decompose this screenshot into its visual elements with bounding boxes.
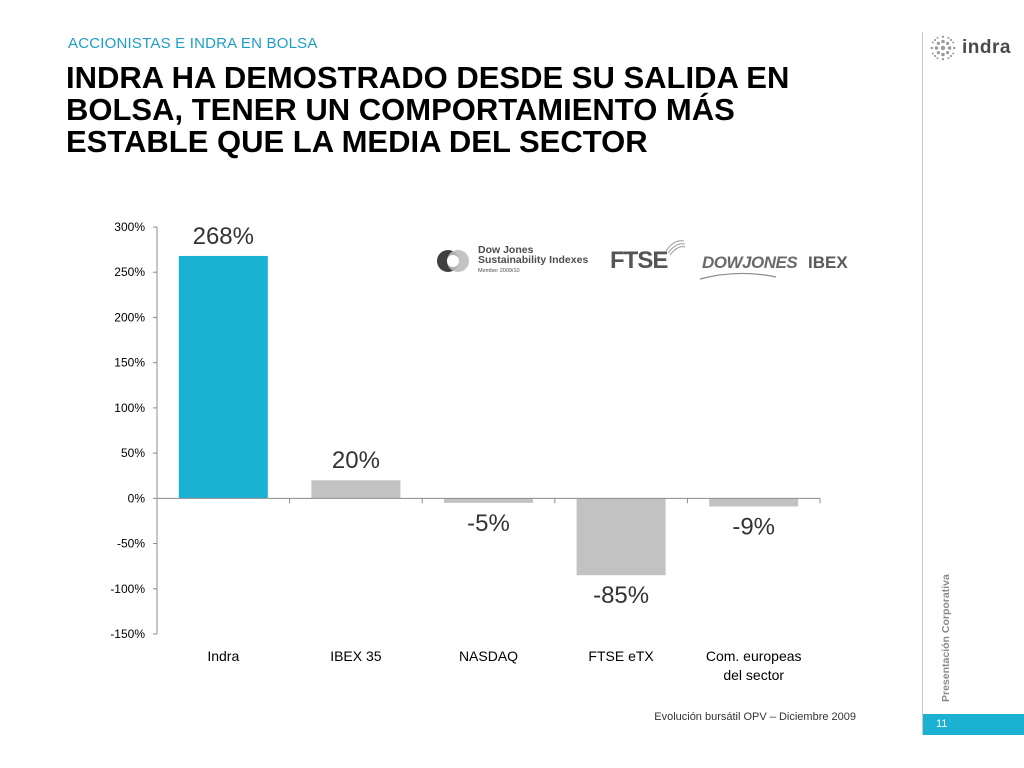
ftse-logo-text: FTSE bbox=[610, 247, 668, 274]
y-tick-label: -150% bbox=[110, 627, 145, 641]
y-tick-label: 0% bbox=[128, 491, 146, 505]
djsi-line2: Sustainability Indexes bbox=[478, 254, 589, 266]
x-tick-label: Com. europeas bbox=[706, 648, 802, 664]
y-tick-label: 100% bbox=[114, 401, 145, 415]
x-tick-label: del sector bbox=[723, 667, 784, 683]
bar bbox=[178, 255, 268, 499]
x-tick-label: NASDAQ bbox=[459, 648, 518, 664]
title-line: INDRA HA DEMOSTRADO DESDE SU SALIDA EN bbox=[66, 60, 790, 95]
data-label: 20% bbox=[332, 447, 380, 474]
data-label: 268% bbox=[193, 223, 254, 250]
x-tick-label: FTSE eTX bbox=[588, 648, 654, 664]
y-tick-label: -50% bbox=[117, 537, 145, 551]
section-label: ACCIONISTAS E INDRA EN BOLSA bbox=[68, 35, 318, 52]
sidebar-divider bbox=[922, 32, 923, 735]
data-label: -85% bbox=[593, 582, 649, 609]
bar bbox=[576, 498, 666, 576]
dowjones-logo-text: DOWJONES bbox=[702, 253, 798, 272]
source-footnote: Evolución bursátil OPV – Diciembre 2009 bbox=[654, 711, 856, 723]
ftse-swirl-icon bbox=[665, 240, 686, 256]
page-number: 11 bbox=[936, 718, 948, 730]
y-tick-label: -100% bbox=[110, 582, 145, 596]
y-tick-label: 150% bbox=[114, 356, 145, 370]
slide-title: INDRA HA DEMOSTRADO DESDE SU SALIDA EN B… bbox=[66, 62, 896, 158]
dowjones-swoosh-icon bbox=[699, 272, 777, 280]
y-tick-label: 50% bbox=[121, 446, 145, 460]
djsi-logo: Dow Jones Sustainability Indexes Member … bbox=[436, 245, 588, 276]
page-number-box: 11 bbox=[923, 714, 1024, 735]
djsi-line3: Member 2009/10 bbox=[478, 268, 520, 274]
djsi-line1: Dow Jones bbox=[478, 244, 534, 256]
x-tick-label: IBEX 35 bbox=[330, 648, 382, 664]
djsi-circles-icon bbox=[437, 249, 469, 272]
y-tick-label: 250% bbox=[114, 265, 145, 279]
y-tick-label: 200% bbox=[114, 310, 145, 324]
x-tick-label: Indra bbox=[207, 648, 239, 664]
data-label: -9% bbox=[732, 513, 775, 540]
title-line: BOLSA, TENER UN COMPORTAMIENTO MÁS bbox=[66, 92, 735, 127]
bar bbox=[709, 498, 799, 507]
brand-name: indra bbox=[962, 37, 1011, 58]
title-line: ESTABLE QUE LA MEDIA DEL SECTOR bbox=[66, 124, 648, 159]
y-tick-label: 300% bbox=[114, 220, 145, 234]
bar bbox=[311, 480, 401, 499]
brand-logo: indra bbox=[930, 33, 1020, 63]
bar bbox=[444, 498, 533, 503]
indra-logo-dots-icon bbox=[930, 35, 956, 61]
index-logos: Dow Jones Sustainability Indexes Member … bbox=[436, 237, 866, 287]
ibex-logo: IBEX bbox=[808, 253, 848, 272]
ftse-logo: FTSE bbox=[610, 240, 686, 275]
dowjones-logo: DOWJONES bbox=[699, 253, 798, 280]
data-label: -5% bbox=[467, 510, 510, 537]
